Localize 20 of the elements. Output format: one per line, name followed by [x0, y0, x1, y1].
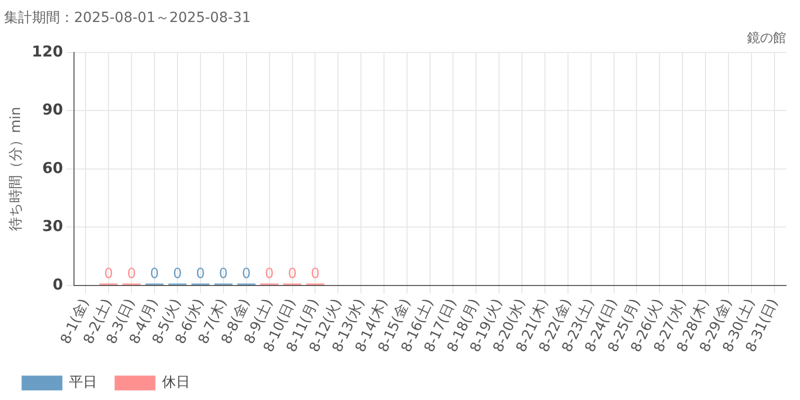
data-label: 0	[264, 266, 274, 282]
data-label: 0	[310, 266, 320, 282]
data-label: 0	[288, 266, 297, 282]
data-label: 0	[242, 266, 251, 282]
legend-label: 平日	[69, 374, 97, 391]
data-label: 0	[104, 266, 114, 282]
data-label: 0	[218, 266, 228, 282]
legend-label: 休日	[162, 374, 190, 391]
data-label: 0	[172, 266, 182, 282]
chart-subtitle: 鏡の館	[747, 30, 786, 46]
y-tick-label: 30	[42, 217, 64, 236]
chart-title: 集計期間：2025-08-01～2025-08-31	[4, 10, 251, 26]
y-axis-title: 待ち時間（分）min	[8, 106, 24, 232]
y-tick-label: 60	[42, 158, 64, 177]
y-tick-label: 90	[42, 100, 64, 119]
data-label: 0	[150, 266, 159, 282]
data-label: 0	[127, 266, 136, 282]
y-tick-label: 120	[32, 42, 64, 60]
data-label: 0	[196, 266, 205, 282]
y-tick-label: 0	[52, 275, 64, 294]
